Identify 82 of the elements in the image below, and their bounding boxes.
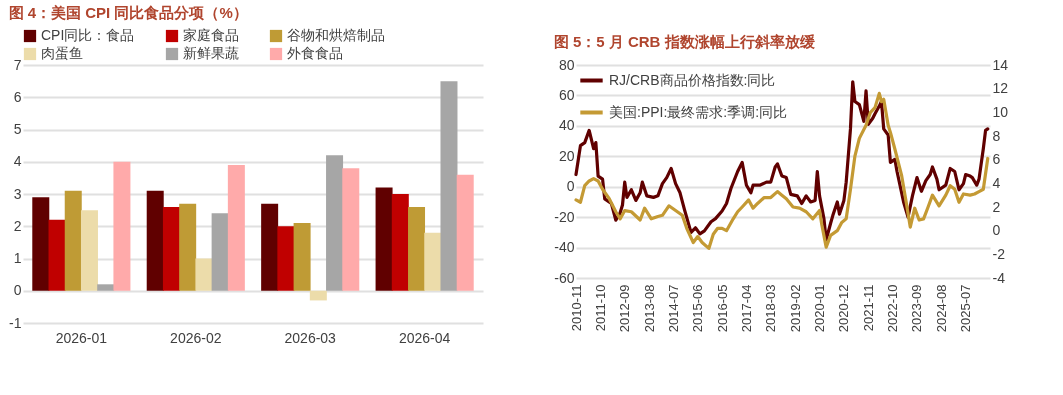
y-tick-label: -1 <box>9 314 22 331</box>
bar <box>113 161 131 291</box>
bar <box>424 232 442 291</box>
y-tick-label: 60 <box>558 86 575 103</box>
x-tick-label: 2023-09 <box>909 284 925 333</box>
legend-label: 家庭食品 <box>183 27 239 43</box>
legend-label: 谷物和烘焙制品 <box>287 27 385 43</box>
y2-tick-label: 14 <box>992 56 1009 73</box>
y2-tick-label: 6 <box>992 151 1001 168</box>
y-tick-label: 40 <box>558 117 575 134</box>
x-tick-label: 2022-10 <box>885 284 901 333</box>
y2-tick-label: 8 <box>992 127 1001 144</box>
y2-tick-label: 12 <box>992 80 1009 97</box>
y-tick-label: 80 <box>558 56 575 73</box>
bar <box>309 290 327 301</box>
x-tick-label: 2019-02 <box>787 284 803 333</box>
bar <box>456 174 474 291</box>
y-tick-label: -40 <box>554 239 575 256</box>
x-tick-label: 2025-07 <box>958 284 974 333</box>
x-tick-label: 2026-03 <box>284 329 337 346</box>
bar <box>162 206 180 291</box>
y-tick-label: 5 <box>13 121 22 137</box>
legend-label: RJ/CRB商品价格指数:同比 <box>609 71 776 88</box>
x-tick-label: 2016-05 <box>714 284 730 333</box>
bar <box>261 203 279 291</box>
y-tick-label: 7 <box>13 56 22 73</box>
legend-label: 美国:PPI:最终需求:季调:同比 <box>609 103 788 120</box>
y-tick-label: 2 <box>13 217 22 234</box>
y2-tick-label: -2 <box>992 245 1006 262</box>
y-tick-label: 1 <box>13 250 22 266</box>
bar <box>211 213 229 291</box>
y-tick-label: 0 <box>13 282 22 299</box>
y-tick-label: 4 <box>13 153 22 170</box>
bar <box>342 168 360 291</box>
y-tick-label: 3 <box>13 185 22 202</box>
y2-tick-label: -4 <box>992 269 1006 286</box>
bar <box>97 284 115 291</box>
bar <box>326 155 344 291</box>
x-tick-label: 2024-08 <box>933 284 949 333</box>
legend-label: CPI同比：食品 <box>41 27 135 43</box>
x-tick-label: 2021-11 <box>860 284 876 332</box>
bar <box>277 226 295 291</box>
legend-label: 外食食品 <box>287 45 343 61</box>
x-tick-label: 2018-03 <box>763 284 779 333</box>
x-tick-label: 2020-12 <box>836 284 852 333</box>
x-tick-label: 2026-04 <box>398 329 451 346</box>
y2-tick-label: 4 <box>992 174 1001 191</box>
chart-title: 图 4：美国 CPI 同比食品分项（%） <box>8 4 248 21</box>
bar <box>32 197 50 291</box>
y2-tick-label: 10 <box>992 103 1009 120</box>
x-tick-label: 2014-07 <box>665 284 681 333</box>
bar <box>80 210 98 291</box>
y2-tick-label: 0 <box>992 222 1001 239</box>
y2-tick-label: 2 <box>992 198 1001 215</box>
bar <box>146 190 164 291</box>
bar <box>64 190 82 291</box>
x-tick-label: 2026-02 <box>170 329 222 346</box>
bar <box>440 81 458 291</box>
x-tick-label: 2010-11 <box>568 284 584 332</box>
x-tick-label: 2020-01 <box>812 284 828 333</box>
y-tick-label: 20 <box>558 147 575 164</box>
y-tick-label: -20 <box>554 208 575 225</box>
x-tick-label: 2017-04 <box>738 284 754 333</box>
y-tick-label: 0 <box>566 178 575 195</box>
bar <box>293 223 311 291</box>
bar <box>179 203 197 291</box>
bar <box>408 206 426 291</box>
bar <box>195 258 213 291</box>
legend-label: 肉蛋鱼 <box>41 45 83 61</box>
x-tick-label: 2011-10 <box>592 284 608 332</box>
x-tick-label: 2012-09 <box>617 284 633 333</box>
bar <box>227 164 245 291</box>
x-tick-label: 2013-08 <box>641 284 657 333</box>
x-tick-label: 2015-06 <box>690 284 706 333</box>
chart-title: 图 5：5 月 CRB 指数涨幅上行斜率放缓 <box>553 33 816 50</box>
bar <box>391 194 409 291</box>
y-tick-label: 6 <box>13 88 22 105</box>
x-tick-label: 2026-01 <box>55 329 108 346</box>
legend-label: 新鲜果蔬 <box>183 45 239 61</box>
y-tick-label: -60 <box>554 269 575 286</box>
bar <box>48 219 66 291</box>
bar <box>375 187 393 291</box>
